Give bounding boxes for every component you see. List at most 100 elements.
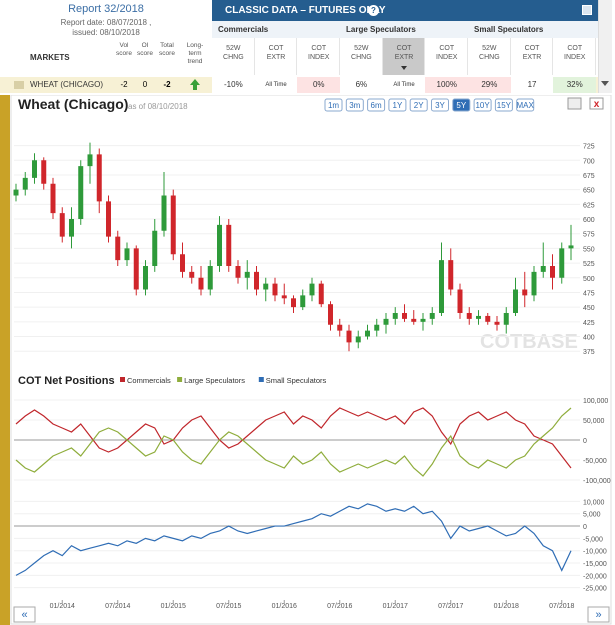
candle-body: [254, 271, 259, 290]
report-date: Report date: 08/07/2018 ,: [60, 18, 152, 27]
column-cell[interactable]: [212, 38, 255, 75]
legend-label[interactable]: Commercials: [127, 376, 171, 385]
y-tick-label: -20,000: [583, 573, 607, 580]
candle-body: [115, 236, 121, 261]
column-header[interactable]: 52W CHNG: [351, 45, 372, 61]
help-icon[interactable]: ?: [368, 5, 379, 16]
column-cell[interactable]: [297, 38, 341, 75]
column-header[interactable]: COT EXTR: [522, 45, 542, 61]
scrollbar[interactable]: [598, 0, 612, 93]
y-tick-label: 525: [583, 261, 595, 268]
range-button[interactable]: [516, 98, 535, 112]
column-cell[interactable]: [468, 38, 511, 75]
candle-body: [217, 224, 222, 266]
range-label[interactable]: 1m: [328, 101, 339, 110]
candle-body: [59, 213, 65, 237]
candle-body: [550, 266, 555, 278]
range-label[interactable]: 15Y: [497, 101, 512, 110]
range-button[interactable]: [324, 98, 343, 112]
candle-body: [402, 313, 407, 319]
range-button[interactable]: [473, 98, 492, 112]
nav-button[interactable]: [13, 606, 36, 623]
column-cell[interactable]: [254, 38, 298, 75]
range-label[interactable]: 10Y: [475, 101, 490, 110]
candle-body: [78, 166, 84, 219]
candle-body: [476, 315, 481, 319]
range-label[interactable]: 1Y: [393, 101, 403, 110]
column-cell[interactable]: [340, 38, 383, 75]
market-icon: [14, 81, 24, 89]
column-header[interactable]: 52W CHNG: [479, 45, 500, 61]
candle-body: [281, 295, 287, 299]
candle-body: [420, 318, 426, 322]
y-tick-label: -5,000: [583, 536, 603, 543]
candle-body: [198, 277, 204, 290]
range-button[interactable]: [345, 98, 364, 112]
close-button[interactable]: [589, 97, 604, 110]
y-tick-label: -15,000: [583, 561, 607, 568]
candle-body: [439, 260, 444, 313]
nav-label[interactable]: «: [21, 609, 27, 621]
range-button[interactable]: [367, 98, 386, 112]
trend-arrow: [190, 79, 200, 85]
column-header[interactable]: COT EXTR: [394, 45, 414, 61]
y-tick-label: 10,000: [583, 499, 605, 506]
y-tick-label: 425: [583, 320, 595, 327]
y-tick-label: 0: [583, 524, 587, 531]
column-cell[interactable]: [553, 38, 597, 75]
nav-label[interactable]: »: [595, 609, 601, 621]
column-header[interactable]: COT EXTR: [266, 45, 286, 61]
range-button[interactable]: [494, 98, 513, 112]
range-label[interactable]: 2Y: [414, 101, 424, 110]
column-cell[interactable]: [425, 38, 469, 75]
candle-body: [559, 248, 565, 278]
report-link[interactable]: Report 32/2018: [68, 3, 144, 15]
candle-body: [272, 283, 278, 296]
value-cell: 29%: [468, 77, 511, 93]
y-tick-label: 625: [583, 202, 595, 209]
column-header[interactable]: COT INDEX: [308, 45, 330, 61]
candle-body: [41, 160, 47, 184]
x-tick-label: 07/2015: [216, 603, 241, 610]
range-button[interactable]: [409, 98, 428, 112]
column-header[interactable]: COT INDEX: [436, 45, 458, 61]
market-name[interactable]: WHEAT (CHICAGO): [30, 80, 104, 89]
range-label[interactable]: 5Y: [456, 101, 466, 110]
candle-body: [383, 318, 389, 325]
range-label[interactable]: MAX: [517, 101, 535, 110]
y-tick-label: 675: [583, 173, 595, 180]
range-label[interactable]: 3Y: [435, 101, 445, 110]
y-tick-label: 50,000: [583, 418, 605, 425]
y-tick-label: 400: [583, 335, 595, 342]
candle-body: [531, 271, 537, 296]
legend-swatch[interactable]: [258, 377, 264, 382]
legend-label[interactable]: Small Speculators: [266, 376, 327, 385]
range-label[interactable]: 3m: [349, 101, 360, 110]
scroll-arrow[interactable]: [601, 81, 609, 86]
group-row: [212, 21, 598, 38]
candle-body: [365, 330, 370, 337]
print-icon[interactable]: [582, 5, 592, 15]
x-tick-label: 01/2015: [161, 603, 186, 610]
range-button[interactable]: [431, 98, 449, 112]
candle-body: [226, 224, 232, 266]
candle-body: [392, 313, 398, 319]
candle-body: [143, 266, 148, 290]
print-button[interactable]: [567, 97, 582, 110]
candle-body: [244, 271, 250, 278]
nav-button[interactable]: [587, 606, 610, 623]
candle-body: [337, 324, 343, 331]
legend-swatch[interactable]: [120, 377, 125, 382]
range-button[interactable]: [452, 98, 471, 112]
range-button[interactable]: [388, 98, 407, 112]
group-name: Small Speculators: [474, 25, 544, 34]
range-label[interactable]: 6m: [371, 101, 382, 110]
close-icon[interactable]: x: [594, 99, 600, 110]
legend-swatch[interactable]: [177, 377, 183, 382]
series-line: [15, 407, 572, 477]
column-cell[interactable]: [510, 38, 554, 75]
column-header[interactable]: 52W CHNG: [223, 45, 244, 61]
column-header[interactable]: COT INDEX: [564, 45, 586, 61]
legend-label[interactable]: Large Speculators: [184, 376, 245, 385]
panel-title: Wheat (Chicago): [18, 96, 128, 112]
